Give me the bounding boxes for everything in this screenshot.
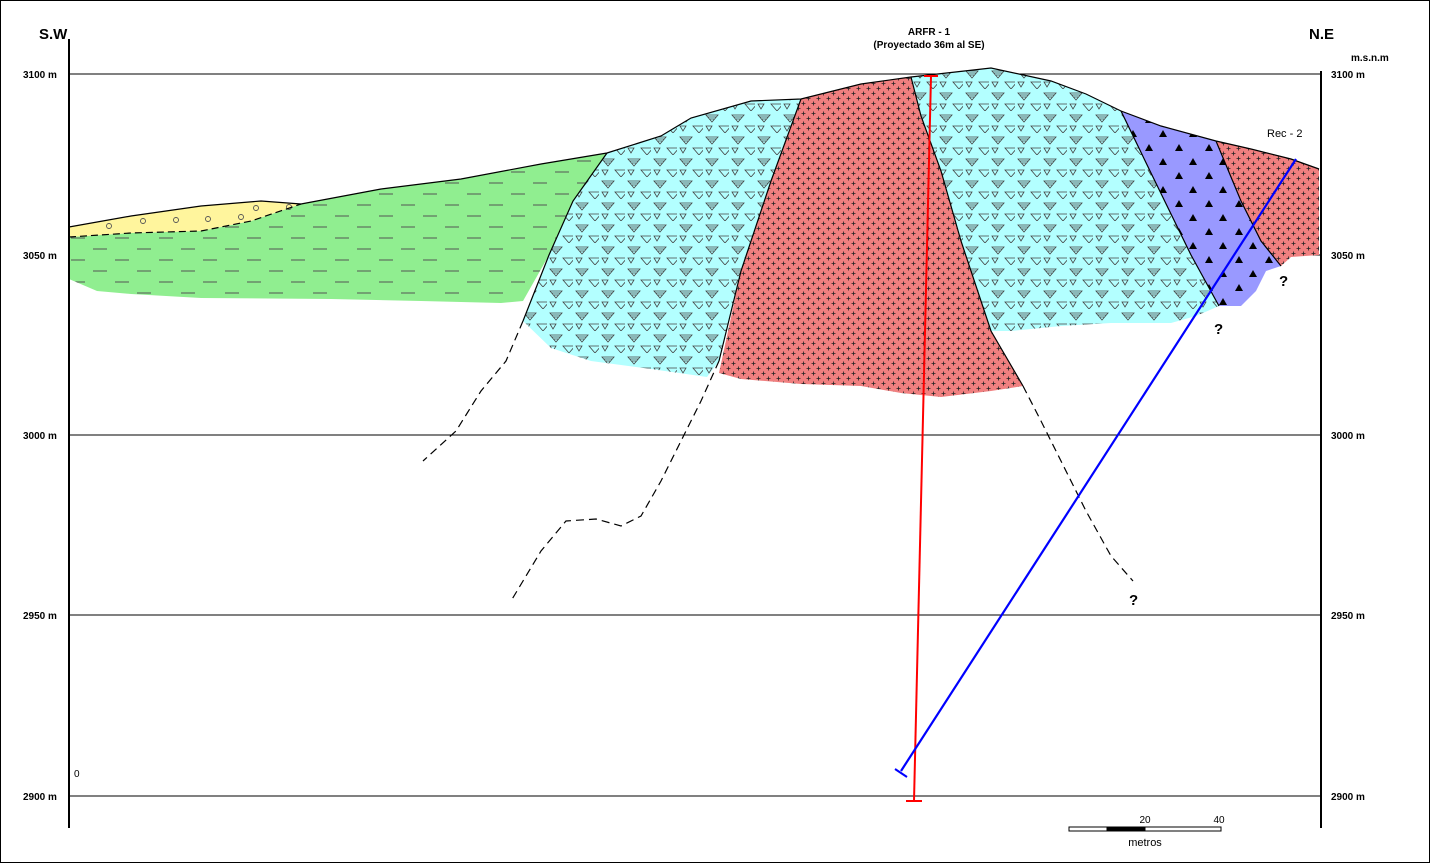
scale-bar-unit: metros xyxy=(1128,837,1162,849)
contact-tuff-intrusive xyxy=(718,98,802,362)
drillhole-arfr-1-name: ARFR - 1 xyxy=(908,27,951,38)
contact-gravel-base xyxy=(68,203,302,238)
gravel-clasts xyxy=(106,204,292,229)
tick-label-left-3100: 3100 m xyxy=(23,70,57,81)
tick-label-right-3100: 3100 m xyxy=(1331,70,1365,81)
tick-label-left-2900: 2900 m xyxy=(23,792,57,803)
inferred-contact-3 xyxy=(1022,385,1134,582)
tick-label-left-3000: 3000 m xyxy=(23,431,57,442)
unit-breccia xyxy=(1121,111,1281,306)
inferred-contact-2 xyxy=(510,360,720,602)
topographic-surface xyxy=(68,67,1320,228)
contact-lines xyxy=(68,67,1320,602)
scale-bar: 20 40 metros xyxy=(1068,815,1225,849)
contact-tuff-breccia xyxy=(1120,110,1220,307)
contact-lutite-tuff xyxy=(522,152,608,322)
scale-bar-segment-1 xyxy=(1068,826,1108,832)
drillhole-arfr-1-note: (Proyectado 36m al SE) xyxy=(873,40,984,51)
unit-gravel xyxy=(69,201,301,237)
tick-label-left-2950: 2950 m xyxy=(23,611,57,622)
drillhole-arfr-1 xyxy=(906,75,938,802)
unit-lutite xyxy=(69,153,607,303)
scale-bar-segment-3 xyxy=(1144,826,1222,832)
drillhole-rec-2 xyxy=(894,158,1297,778)
unknown-marker-3: ? xyxy=(1129,592,1138,609)
drillhole-rec-2-name: Rec - 2 xyxy=(1267,128,1302,140)
unknown-marker-1: ? xyxy=(1279,273,1288,290)
drillhole-end-cap xyxy=(894,768,908,778)
orientation-right: N.E xyxy=(1309,26,1334,43)
drillhole-trace xyxy=(900,158,1297,772)
tick-label-right-2900: 2900 m xyxy=(1331,792,1365,803)
tick-label-right-2950: 2950 m xyxy=(1331,611,1365,622)
unknown-marker-2: ? xyxy=(1214,321,1223,338)
datum-label: m.s.n.m xyxy=(1351,53,1389,64)
vertical-axes xyxy=(68,39,1322,828)
unit-intrusive-center xyxy=(719,77,1023,397)
scale-bar-tick-20: 20 xyxy=(1139,815,1151,826)
orientation-left: S.W xyxy=(39,26,68,43)
corner-zero-label: 0 xyxy=(74,769,80,780)
contact-intrusive-tuff xyxy=(910,76,1024,387)
drillhole-trace xyxy=(913,75,932,802)
unit-tuff-right xyxy=(911,68,1219,331)
tick-label-right-3050: 3050 m xyxy=(1331,251,1365,262)
contact-breccia-intrusive xyxy=(1215,140,1282,267)
scale-bar-tick-40: 40 xyxy=(1213,815,1225,826)
inferred-contact-1 xyxy=(422,320,524,462)
scale-bar-segment-2 xyxy=(1106,826,1146,832)
tick-label-left-3050: 3050 m xyxy=(23,251,57,262)
tick-label-right-3000: 3000 m xyxy=(1331,431,1365,442)
